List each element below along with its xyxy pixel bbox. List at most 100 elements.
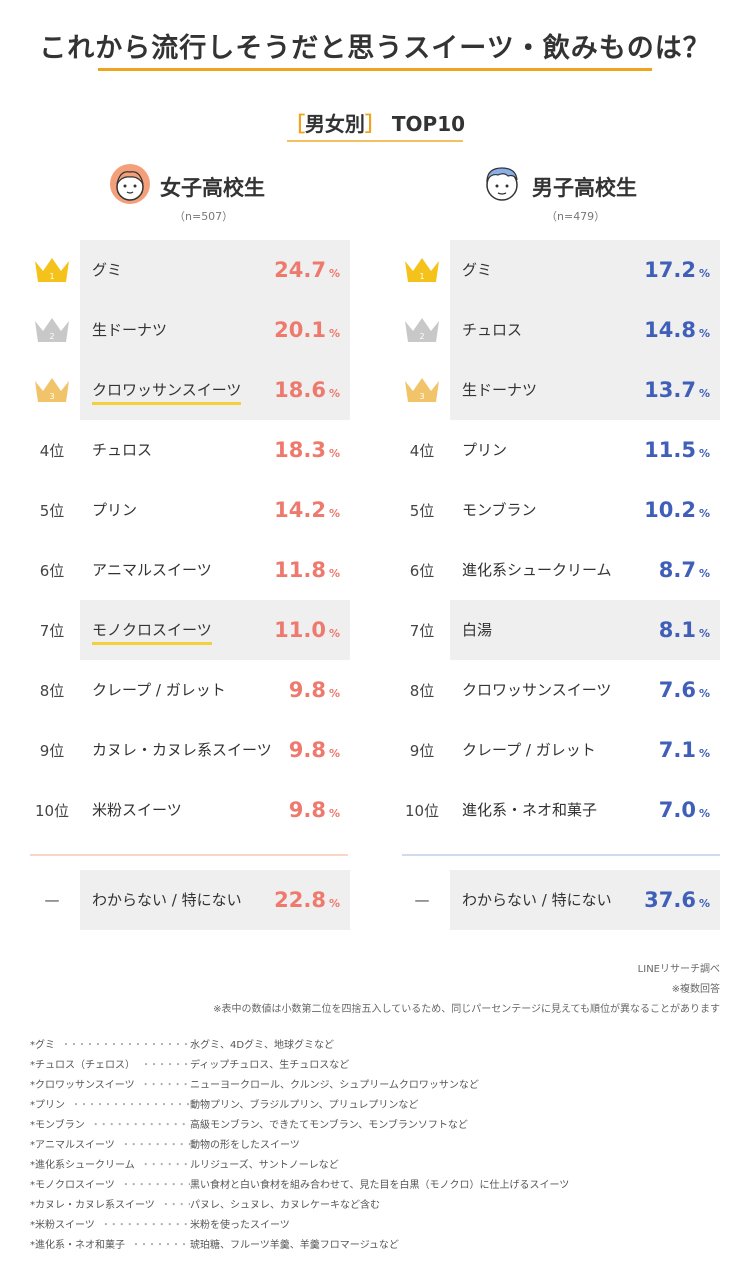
table-row: 4位 プリン 11.5% xyxy=(410,420,750,480)
item-value: 17.2% xyxy=(644,258,710,282)
item-label: 生ドーナツ xyxy=(92,321,168,339)
item-value: 24.7% xyxy=(274,258,340,282)
title-underline xyxy=(98,68,652,71)
rank-label: 2 xyxy=(32,300,72,360)
table-row: 2 チュロス 14.8% xyxy=(405,300,750,360)
row-cell: 生ドーナツ 13.7% xyxy=(450,360,720,420)
item-value: 8.1% xyxy=(658,618,710,642)
table-row: 2 生ドーナツ 20.1% xyxy=(35,300,400,360)
girl-avatar-icon xyxy=(110,164,150,204)
row-cell: グミ 24.7% xyxy=(80,240,350,300)
definition-item: *カヌレ・カヌレ系スイーツ パヌレ、シュヌレ、カヌレケーキなど含む xyxy=(30,1196,380,1216)
definition-item: *モノクロスイーツ 黒い食材と白い食材を組み合わせて、見た目を白黒（モノクロ）に仕… xyxy=(30,1176,569,1196)
row-cell: プリン 14.2% xyxy=(80,480,350,540)
definition-term: *アニマルスイーツ xyxy=(30,1140,117,1151)
table-row: 3 生ドーナツ 13.7% xyxy=(405,360,750,420)
crown-icon-3: 3 xyxy=(35,378,69,402)
item-value: 20.1% xyxy=(274,318,340,342)
item-label: クロワッサンスイーツ xyxy=(462,681,612,699)
table-row: 5位 モンブラン 10.2% xyxy=(410,480,750,540)
definition-desc: ディップチュロス、生チュロスなど xyxy=(190,1060,350,1071)
table-row: 5位 プリン 14.2% xyxy=(40,480,400,540)
table-row: 9位 クレープ / ガレット 7.1% xyxy=(410,720,750,780)
definition-desc: 黒い食材と白い食材を組み合わせて、見た目を白黒（モノクロ）に仕上げるスイーツ xyxy=(190,1180,570,1191)
definition-item: *進化系シュークリーム ルリジューズ、サントノーレなど xyxy=(30,1156,339,1176)
rank-label: 5位 xyxy=(409,501,435,520)
rank-label: 4位 xyxy=(39,441,65,460)
rank-label: 5位 xyxy=(39,501,65,520)
item-label: 米粉スイーツ xyxy=(92,801,182,819)
definition-term: *チュロス（チェロス） xyxy=(30,1060,137,1071)
definition-term: *モノクロスイーツ xyxy=(30,1180,117,1191)
rank-label: 7位 xyxy=(409,621,435,640)
row-cell: チュロス 18.3% xyxy=(80,420,350,480)
item-value: 14.8% xyxy=(644,318,710,342)
girls-title: 女子高校生 xyxy=(160,176,265,200)
boys-header: 男子高校生 （n=479） xyxy=(480,162,750,223)
item-label: プリン xyxy=(92,501,138,519)
rank-label: 9位 xyxy=(39,741,65,760)
boys-ranking-table: 1 グミ 17.2% 2 チュロス 14.8% 3 生ドーナツ 13.7% 4位 プリン 11.5% 5… xyxy=(405,240,750,840)
definition-desc: ニューヨークロール、クルンジ、シュプリームクロワッサンなど xyxy=(190,1080,479,1091)
definition-desc: ルリジューズ、サントノーレなど xyxy=(190,1160,339,1171)
rank-label: 10位 xyxy=(404,801,440,820)
definition-term: *グミ xyxy=(30,1040,57,1051)
item-value: 18.3% xyxy=(274,438,340,462)
row-cell: グミ 17.2% xyxy=(450,240,720,300)
rank-label: 2 xyxy=(402,300,442,360)
item-value: 18.6% xyxy=(274,378,340,402)
definition-term: *モンブラン xyxy=(30,1120,87,1131)
item-value: 13.7% xyxy=(644,378,710,402)
crown-icon-1: 1 xyxy=(405,258,439,282)
table-row: — わからない / 特にない 37.6% xyxy=(415,870,750,930)
definition-term: *進化系シュークリーム xyxy=(30,1160,137,1171)
rank-label: 6位 xyxy=(409,561,435,580)
item-label: カヌレ・カヌレ系スイーツ xyxy=(92,741,272,759)
item-value: 11.0% xyxy=(274,618,340,642)
row-cell: 生ドーナツ 20.1% xyxy=(80,300,350,360)
bracket-open: ［ xyxy=(284,112,305,136)
girls-sample-size: （n=507） xyxy=(174,210,234,223)
row-cell: わからない / 特にない 37.6% xyxy=(450,870,720,930)
item-label: グミ xyxy=(462,261,493,279)
page-title: これから流行しそうだと思うスイーツ・飲みものは？ xyxy=(39,33,711,64)
definition-item: *グミ 水グミ、4Dグミ、地球グミなど xyxy=(30,1036,334,1056)
item-label: わからない / 特にない xyxy=(92,891,242,909)
row-cell: アニマルスイーツ 11.8% xyxy=(80,540,350,600)
row-cell: クレープ / ガレット 9.8% xyxy=(80,660,350,720)
item-label: クレープ / ガレット xyxy=(462,741,596,759)
crown-icon-2: 2 xyxy=(35,318,69,342)
boy-avatar-icon xyxy=(486,167,518,201)
item-label: クレープ / ガレット xyxy=(92,681,226,699)
definition-item: *チュロス（チェロス） ディップチュロス、生チュロスなど xyxy=(30,1056,349,1076)
svg-text:3: 3 xyxy=(419,392,424,401)
definition-desc: パヌレ、シュヌレ、カヌレケーキなど含む xyxy=(190,1200,380,1211)
definition-desc: 水グミ、4Dグミ、地球グミなど xyxy=(190,1040,335,1051)
item-value: 7.1% xyxy=(658,738,710,762)
subtitle-rest: TOP10 xyxy=(384,112,466,136)
row-cell: 進化系・ネオ和菓子 7.0% xyxy=(450,780,720,840)
table-row: 3 クロワッサンスイーツ 18.6% xyxy=(35,360,400,420)
crown-icon-3: 3 xyxy=(405,378,439,402)
table-row: 1 グミ 24.7% xyxy=(35,240,400,300)
svg-text:1: 1 xyxy=(49,272,54,281)
item-value: 9.8% xyxy=(288,738,340,762)
boys-separator xyxy=(402,854,720,856)
rank-label: 4位 xyxy=(409,441,435,460)
row-cell: クレープ / ガレット 7.1% xyxy=(450,720,720,780)
item-label: クロワッサンスイーツ xyxy=(92,360,242,420)
table-row: 8位 クレープ / ガレット 9.8% xyxy=(40,660,400,720)
definition-term: *カヌレ・カヌレ系スイーツ xyxy=(30,1200,157,1211)
rounding-note: ※表中の数値は小数第二位を四捨五入しているため、同じパーセンテージに見えても順位… xyxy=(213,1004,720,1015)
definition-desc: 米粉を使ったスイーツ xyxy=(190,1220,290,1231)
rank-label: 9位 xyxy=(409,741,435,760)
rank-label: 1 xyxy=(402,240,442,300)
section-subtitle: ［男女別］ TOP10 xyxy=(0,108,750,137)
boys-sample-size: （n=479） xyxy=(546,210,606,223)
row-cell: カヌレ・カヌレ系スイーツ 9.8% xyxy=(80,720,350,780)
definition-desc: 動物プリン、ブラジルプリン、プリュレプリンなど xyxy=(190,1100,419,1111)
item-value: 37.6% xyxy=(644,888,710,912)
item-label: 生ドーナツ xyxy=(462,381,538,399)
row-cell: モンブラン 10.2% xyxy=(450,480,720,540)
row-cell: 白湯 8.1% xyxy=(450,600,720,660)
